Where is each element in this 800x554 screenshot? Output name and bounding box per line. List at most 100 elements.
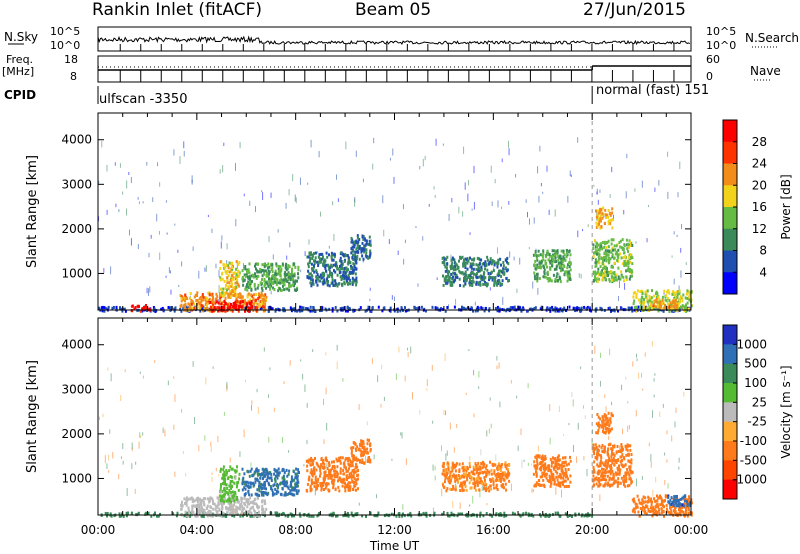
velocity-cell [258, 489, 261, 493]
power-cell [612, 265, 614, 269]
power-cell [493, 260, 496, 264]
velocity-cell [228, 499, 231, 503]
velocity-cell [289, 484, 292, 488]
velocity-cell [233, 494, 236, 498]
velocity-noise-cell [578, 425, 580, 428]
power-cell [600, 244, 603, 248]
velocity-cell [559, 514, 562, 518]
velocity-cell [443, 473, 446, 477]
velocity-noise-cell [531, 488, 533, 493]
power-noise-cell [222, 165, 224, 173]
velocity-cell [219, 485, 222, 489]
velocity-cell [352, 480, 355, 484]
power-cell [499, 282, 502, 286]
power-cell [623, 263, 626, 266]
velocity-cell [122, 514, 125, 518]
velocity-noise-cell [419, 410, 421, 415]
power-noise-cell [569, 257, 571, 263]
velocity-cell [265, 472, 268, 475]
power-noise-cell [448, 213, 450, 221]
velocity-cell [203, 502, 205, 506]
velocity-cell [256, 478, 259, 482]
power-cell [686, 297, 689, 300]
velocity-cell [233, 514, 236, 518]
power-cell [342, 270, 345, 274]
power-cell [688, 290, 691, 294]
velocity-noise-cell [142, 375, 144, 379]
power-noise-cell [626, 153, 628, 159]
velocity-cell [333, 475, 336, 479]
velocity-noise-cell [325, 352, 327, 356]
velocity-cell [243, 496, 246, 500]
power-noise-cell [462, 211, 464, 217]
velocity-cell [241, 478, 244, 482]
power-cell [274, 277, 277, 281]
power-cell [534, 277, 537, 281]
power-cell [255, 277, 258, 280]
power-noise-cell [382, 195, 384, 204]
power-cell [549, 259, 552, 263]
power-cell [188, 305, 191, 309]
power-cell [317, 264, 320, 267]
velocity-cell [225, 507, 228, 511]
power-cell [237, 309, 240, 313]
velocity-cell [246, 484, 249, 488]
velocity-cell [320, 458, 323, 461]
power-cell [676, 304, 678, 308]
power-colorbar-tick-label: 16 [752, 200, 767, 214]
power-cell [209, 309, 212, 313]
velocity-cell [257, 506, 259, 510]
velocity-cell [315, 485, 318, 489]
velocity-cell [452, 466, 455, 470]
power-cell [293, 272, 296, 276]
velocity-cell [253, 497, 256, 501]
velocity-cell [477, 477, 480, 481]
velocity-cell [194, 504, 197, 508]
power-noise-cell [539, 145, 541, 152]
power-cell [478, 281, 481, 285]
velocity-cell [398, 514, 401, 518]
power-cell [631, 270, 634, 274]
power-noise-cell [137, 243, 139, 250]
power-cell [452, 275, 454, 279]
power-cell [442, 283, 445, 287]
velocity-cell [461, 489, 464, 493]
power-noise-cell [471, 208, 473, 211]
velocity-cell [527, 514, 530, 518]
velocity-cell [131, 511, 133, 515]
velocity-cell [183, 497, 186, 501]
velocity-cell [352, 514, 355, 518]
power-cell [623, 244, 626, 248]
velocity-cell [450, 466, 453, 470]
power-cell [173, 307, 176, 311]
power-cell [501, 270, 503, 274]
velocity-cell [263, 512, 266, 516]
power-cell [369, 249, 372, 253]
power-cell [618, 241, 621, 244]
power-cell [478, 267, 481, 270]
velocity-cell [452, 473, 455, 477]
power-cell [293, 274, 296, 278]
power-cell [201, 293, 204, 296]
power-cell [348, 271, 351, 275]
velocity-cell [499, 472, 502, 476]
velocity-cell [187, 506, 190, 510]
velocity-cell [369, 444, 372, 448]
velocity-noise-cell [432, 507, 434, 514]
power-cell [555, 307, 558, 311]
velocity-noise-cell [651, 341, 653, 347]
power-cell [621, 248, 624, 251]
power-cell [222, 263, 225, 267]
power-cell [261, 263, 264, 267]
power-cell [264, 299, 267, 303]
power-cell [167, 306, 170, 309]
velocity-cell [231, 495, 234, 499]
velocity-cell [156, 514, 158, 518]
power-cell [351, 255, 354, 259]
velocity-noise-cell [652, 489, 654, 497]
power-cell [219, 278, 222, 282]
velocity-cell [274, 477, 276, 481]
power-cell [613, 261, 616, 265]
velocity-cell [460, 512, 462, 516]
power-cell [361, 254, 364, 258]
